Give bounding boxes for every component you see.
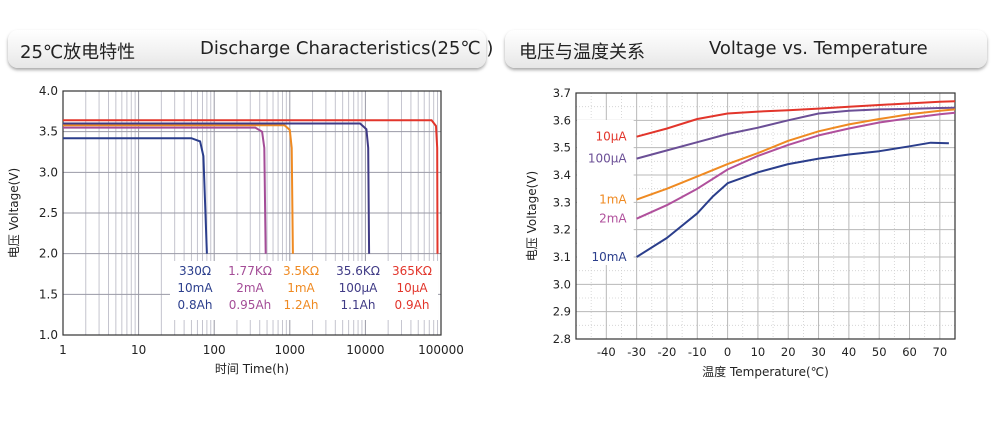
y-tick-label: 2.5 [39, 206, 58, 220]
series-current-label: 2mA [236, 281, 264, 295]
y-axis-label: 电压 Voltage(V) [7, 168, 21, 258]
series-line [63, 126, 267, 254]
header-left-title-en: Discharge Characteristics(25℃ ) [200, 38, 494, 59]
series-line [63, 124, 294, 254]
series-label: 100μA [588, 152, 628, 166]
series-label-panel [577, 120, 634, 265]
y-tick-label: 1.5 [39, 287, 58, 301]
y-axis-label: 电压 Voltage(V) [525, 171, 539, 261]
header-discharge-characteristics: 25℃放电特性 Discharge Characteristics(25℃ ) [8, 30, 493, 68]
x-tick-label: 30 [811, 345, 826, 359]
x-axis-label: 温度 Temperature(℃) [702, 364, 829, 379]
header-voltage-vs-temperature: 电压与温度关系 Voltage vs. Temperature [505, 30, 987, 68]
series-resistance-label: 35.6KΩ [336, 264, 380, 278]
series-resistance-label: 1.77KΩ [228, 264, 272, 278]
annotation-background [170, 261, 438, 320]
y-tick-label: 3.6 [553, 113, 571, 127]
series-label: 2mA [599, 212, 627, 226]
series-line [636, 111, 956, 220]
y-tick-label: 2.0 [39, 247, 58, 261]
series-current-label: 10μA [396, 281, 428, 295]
y-tick-label: 3.3 [553, 195, 571, 209]
y-tick-label: 3.0 [553, 277, 571, 291]
plot-frame [62, 90, 442, 336]
series-current-label: 10mA [177, 281, 213, 295]
x-tick-label: 1 [59, 343, 67, 357]
x-tick-label: 40 [842, 345, 857, 359]
x-tick-label: 70 [933, 345, 948, 359]
x-tick-label: 100000 [418, 343, 464, 357]
series-resistance-label: 365KΩ [392, 264, 432, 278]
series-line [636, 141, 949, 258]
x-tick-label: 1000 [275, 343, 306, 357]
y-tick-label: 3.2 [553, 223, 571, 237]
series-line [63, 137, 208, 254]
series-resistance-label: 330Ω [179, 264, 211, 278]
series-current-label: 1mA [287, 281, 315, 295]
discharge-chart: 1 10 100 1000 10000 100000 1.0 1.5 2.0 2.5 3.0 3.5 4… [7, 84, 464, 376]
series-capacity-label: 1.2Ah [284, 298, 319, 312]
y-tick-label: 3.4 [553, 168, 571, 182]
header-left-title-zh: 25℃放电特性 [20, 42, 136, 63]
y-tick-label: 2.8 [553, 332, 571, 346]
x-tick-label: 50 [872, 345, 887, 359]
series-line [63, 122, 371, 254]
series-line [63, 119, 439, 254]
series-label: 10μA [596, 130, 628, 144]
x-tick-label: -30 [627, 345, 646, 359]
series-current-label: 100μA [339, 281, 379, 295]
x-tick-label: -40 [597, 345, 616, 359]
x-tick-label: -10 [688, 345, 707, 359]
header-right-title-zh: 电压与温度关系 [519, 42, 645, 63]
y-tick-label: 3.5 [39, 125, 58, 139]
x-tick-label: -20 [658, 345, 677, 359]
series-line [636, 106, 956, 160]
series-label: 10mA [591, 250, 627, 264]
x-tick-label: 10 [131, 343, 146, 357]
series-capacity-label: 0.95Ah [229, 298, 272, 312]
series-capacity-label: 0.8Ah [178, 298, 213, 312]
temperature-chart: -40 -30 -20 -10 0 10 20 30 40 50 60 70 2.8 2.9 3.0 3.1 3… [525, 86, 956, 379]
series-resistance-label: 3.5KΩ [283, 264, 319, 278]
x-tick-label: 10 [751, 345, 766, 359]
y-tick-label: 3.7 [553, 86, 571, 100]
x-tick-label: 20 [781, 345, 796, 359]
y-tick-label: 4.0 [39, 84, 58, 98]
series-line [636, 108, 956, 201]
header-right-title-en: Voltage vs. Temperature [709, 38, 928, 59]
y-tick-label: 1.0 [39, 328, 58, 342]
y-tick-label: 3.5 [553, 141, 571, 155]
plot-frame [575, 92, 956, 340]
series-capacity-label: 0.9Ah [395, 298, 430, 312]
x-axis-label: 时间 Time(h) [215, 362, 289, 376]
x-tick-label: 100 [203, 343, 226, 357]
y-tick-label: 3.1 [553, 250, 571, 264]
x-tick-label: 60 [902, 345, 917, 359]
series-capacity-label: 1.1Ah [341, 298, 376, 312]
x-tick-label: 10000 [346, 343, 384, 357]
y-tick-label: 3.0 [39, 165, 58, 179]
series-label: 1mA [599, 193, 627, 207]
series-line [636, 100, 956, 138]
x-tick-label: 0 [724, 345, 731, 359]
y-tick-label: 2.9 [553, 305, 571, 319]
